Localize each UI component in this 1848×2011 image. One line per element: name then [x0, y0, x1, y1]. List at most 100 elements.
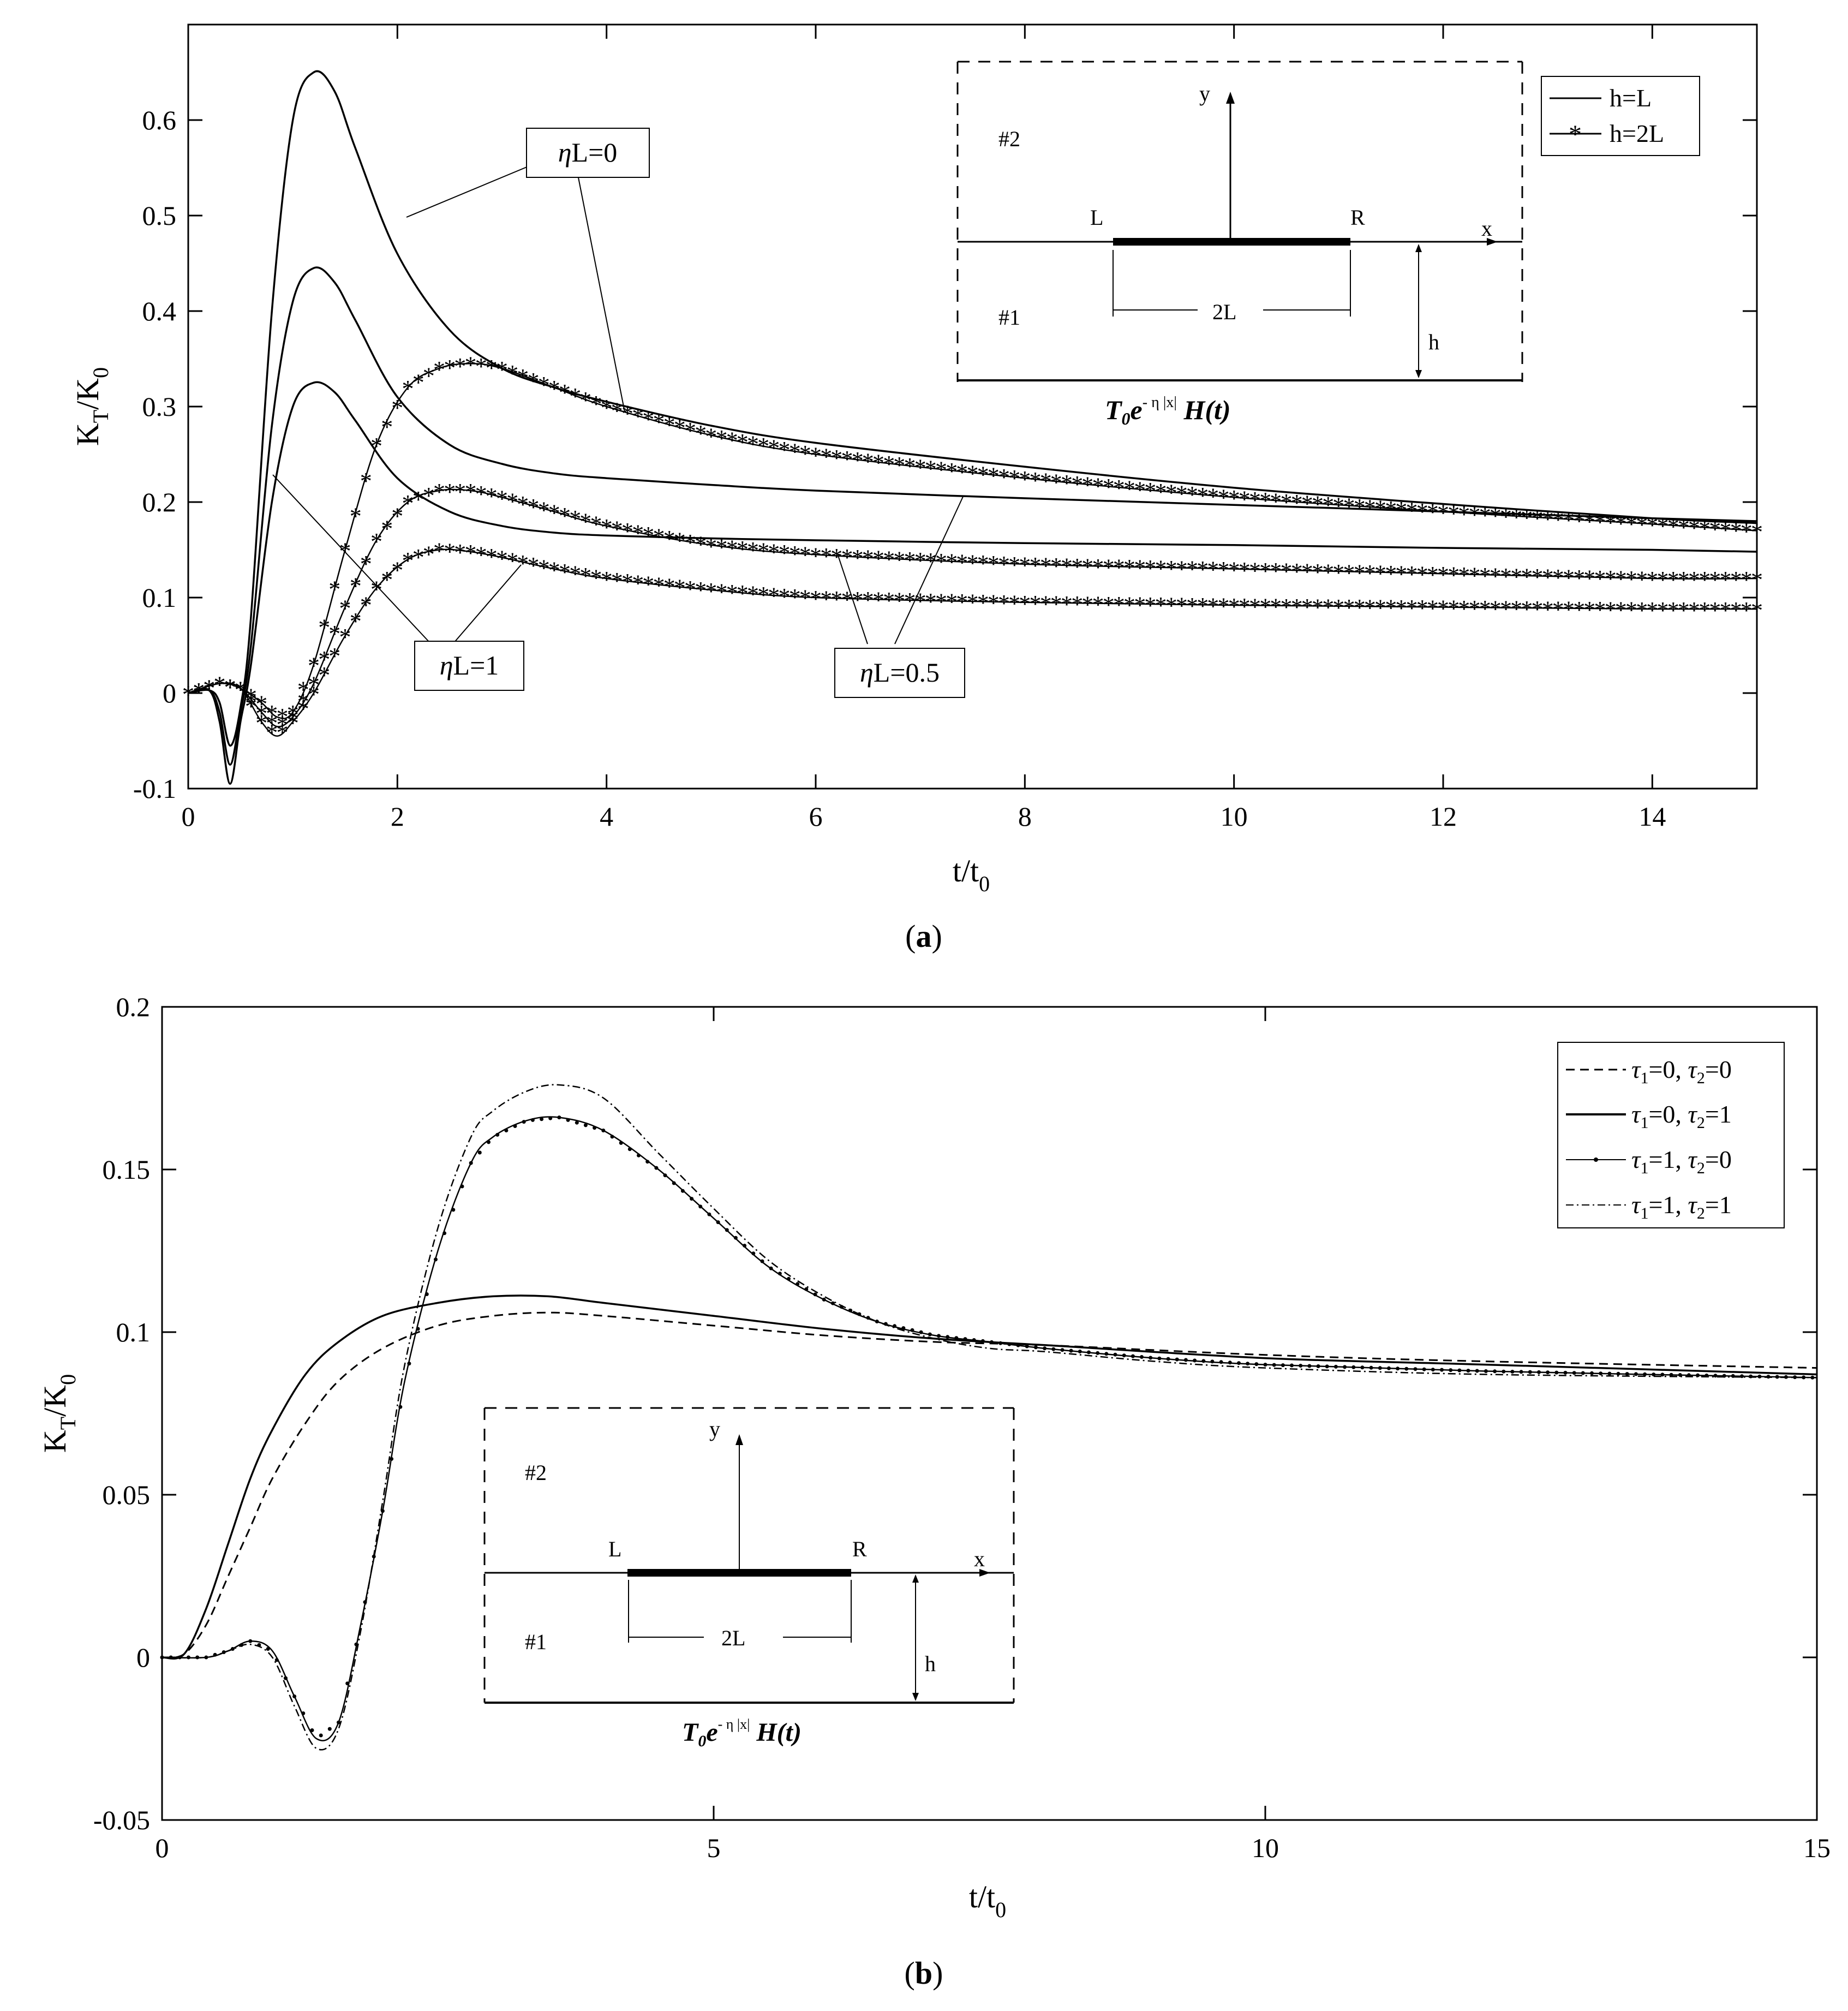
a-series-5-marker-134: * [1583, 596, 1595, 623]
b-series-2-marker-43 [540, 1117, 544, 1121]
inset-diagram-b: #2 #1 y x L R 2L h T0e- η |x| H(t) [483, 1407, 1015, 1750]
a-series-5-marker-95: * [1176, 593, 1188, 619]
inset-a-load-label: T0e- η |x| H(t) [1105, 394, 1231, 428]
a-series-5-marker-132: * [1563, 596, 1575, 623]
b-series-2-marker-130 [1307, 1364, 1312, 1368]
a-series-3-marker-57: * [779, 437, 791, 463]
a-series-5-marker-124: * [1479, 595, 1491, 622]
a-series-3-marker-51: * [716, 425, 728, 452]
a-x-tick-label-2: 4 [600, 801, 613, 832]
a-series-3-marker-71: * [925, 456, 937, 482]
a-series-3-marker-66: * [872, 450, 884, 476]
b-series-2-marker-98 [1025, 1344, 1029, 1348]
b-series-2-marker-99 [1033, 1345, 1038, 1350]
a-series-4-marker-124: * [1479, 563, 1491, 589]
inset-a-x-arrowhead [1487, 238, 1498, 246]
a-series-5-marker-1: * [193, 678, 205, 705]
a-series-3-marker-61: * [820, 444, 832, 470]
b-series-2-marker-118 [1201, 1359, 1206, 1363]
a-series-5-marker-33: * [528, 552, 540, 579]
a-series-4-marker-112: * [1354, 560, 1366, 587]
legend-a-box [1541, 76, 1700, 156]
b-series-2-marker-109 [1122, 1353, 1126, 1358]
a-series-3-marker-135: * [1594, 509, 1606, 536]
b-series-2-marker-132 [1325, 1364, 1329, 1369]
a-series-4-marker-59: * [799, 542, 811, 569]
a-series-3-marker-4: * [224, 674, 236, 701]
a-series-4-marker-13: * [318, 646, 330, 673]
inset-a-2L-label: 2L [1212, 300, 1236, 324]
a-series-3-marker-143: * [1678, 514, 1690, 541]
a-series-0-line [188, 70, 1757, 747]
a-series-4-marker-20: * [391, 503, 403, 529]
a-series-4-marker-44: * [642, 522, 654, 548]
b-series-2-line [162, 1116, 1817, 1741]
b-series-2-marker-90 [954, 1336, 959, 1340]
a-series-3-marker-70: * [914, 454, 926, 481]
inset-a-region-1: #1 [998, 305, 1020, 330]
b-series-2-marker-51 [610, 1135, 614, 1139]
a-series-4-marker-100: * [1228, 557, 1240, 584]
a-series-4-marker-68: * [893, 546, 905, 573]
a-y-tick-label-1: 0 [163, 678, 176, 708]
a-series-4-marker-75: * [967, 550, 979, 576]
a-series-5-marker-65: * [862, 587, 874, 613]
b-series-2-marker-185 [1793, 1375, 1797, 1380]
a-series-4-marker-21: * [402, 490, 414, 517]
a-series-5-marker-48: * [684, 576, 696, 602]
a-series-4-marker-78: * [998, 551, 1010, 578]
a-series-4-marker-90: * [1123, 554, 1135, 581]
b-series-2-marker-42 [530, 1118, 535, 1122]
b-series-2-marker-21 [345, 1681, 350, 1686]
b-series-2-marker-71 [787, 1276, 791, 1281]
inset-b-y-arrowhead [735, 1434, 743, 1445]
a-series-4-marker-150: * [1751, 566, 1763, 593]
legend-b-dot-marker [1594, 1157, 1598, 1162]
a-series-4-marker-24: * [433, 479, 445, 505]
b-series-2-marker-164 [1607, 1371, 1612, 1376]
b-series-2-marker-166 [1625, 1372, 1629, 1376]
inset-b-h-label: h [925, 1651, 936, 1676]
a-x-tick-label-0: 0 [182, 801, 195, 832]
b-series-2-marker-68 [760, 1259, 764, 1263]
a-series-5-marker-7: * [255, 710, 267, 737]
b-series-2-marker-89 [946, 1335, 950, 1339]
a-series-4-marker-114: * [1374, 560, 1386, 587]
b-series-2-marker-171 [1669, 1373, 1673, 1377]
b-series-2-marker-47 [575, 1120, 579, 1125]
b-series-2-marker-39 [504, 1129, 509, 1132]
a-series-3-marker-19: * [381, 414, 393, 440]
a-series-4-marker-65: * [862, 545, 874, 572]
a-series-5-marker-12: * [308, 681, 320, 708]
a-series-4-marker-108: * [1312, 559, 1324, 586]
b-series-2-marker-138 [1378, 1366, 1382, 1370]
a-series-3-marker-65: * [862, 448, 874, 475]
a-series-3-marker-12: * [308, 653, 320, 679]
a-series-3-marker-41: * [611, 397, 623, 424]
a-y-tick-label-5: 0.4 [142, 296, 177, 326]
b-series-2-marker-12 [266, 1647, 270, 1651]
b-series-2-marker-117 [1193, 1358, 1197, 1363]
a-series-5-marker-57: * [779, 583, 791, 610]
a-series-3-marker-110: * [1332, 492, 1344, 519]
a-series-4-marker-57: * [779, 540, 791, 566]
b-series-2-marker-58 [672, 1181, 676, 1185]
inset-b-load-label: T0e- η |x| H(t) [682, 1716, 802, 1750]
a-series-4-marker-73: * [946, 549, 958, 576]
a-series-5-marker-20: * [391, 557, 403, 584]
b-series-2-marker-111 [1140, 1355, 1144, 1359]
a-series-4-marker-92: * [1144, 555, 1156, 582]
a-series-4-marker-19: * [381, 516, 393, 542]
a-series-4-marker-14: * [328, 620, 340, 647]
a-series-3-marker-50: * [705, 423, 717, 450]
a-series-5-marker-22: * [412, 544, 424, 571]
a-series-4-marker-51: * [716, 534, 728, 561]
a-series-5-marker-106: * [1291, 594, 1303, 620]
b-x-tick-label-1: 5 [707, 1833, 721, 1863]
ann-a-eta1-box [414, 641, 524, 691]
a-series-3-marker-49: * [695, 420, 707, 447]
a-series-4-marker-88: * [1103, 554, 1115, 581]
a-series-3-marker-27: * [465, 351, 477, 378]
a-series-4-marker-103: * [1259, 558, 1271, 584]
a-series-5-marker-9: * [277, 719, 289, 746]
